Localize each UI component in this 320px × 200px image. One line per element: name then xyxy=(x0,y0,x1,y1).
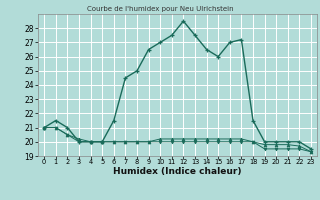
Text: Courbe de l'humidex pour Neu Ulrichstein: Courbe de l'humidex pour Neu Ulrichstein xyxy=(87,6,233,12)
X-axis label: Humidex (Indice chaleur): Humidex (Indice chaleur) xyxy=(113,167,242,176)
